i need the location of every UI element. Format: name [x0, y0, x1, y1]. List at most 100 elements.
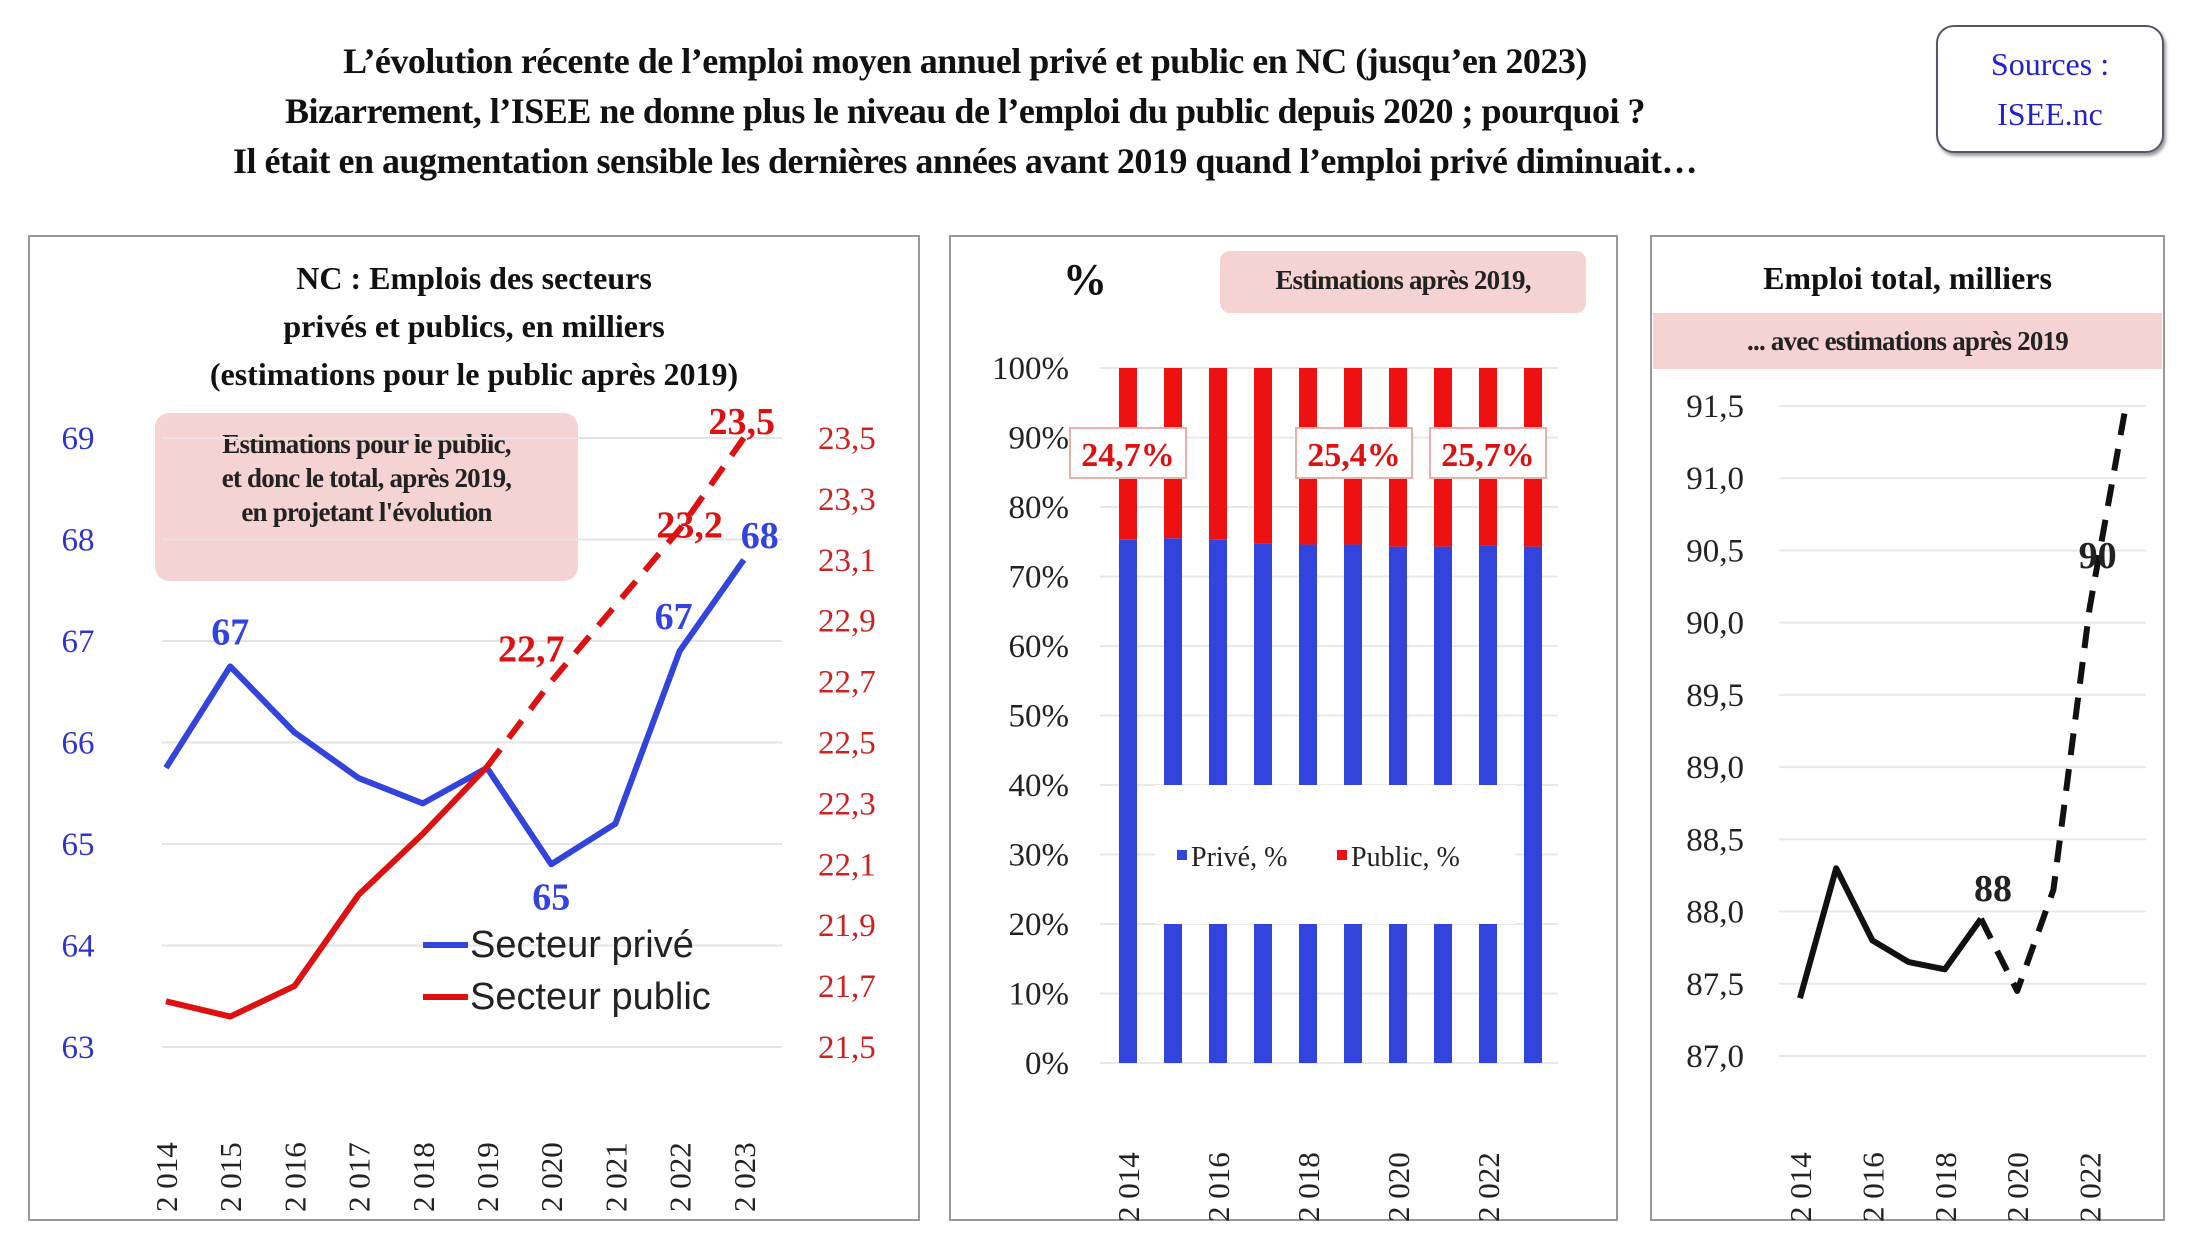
legend-label: Public, %: [1351, 842, 1460, 873]
y-axis-tick-label: 80%: [1009, 490, 1070, 526]
legend-label: Privé, %: [1191, 842, 1287, 873]
x-axis-tick-label: 2 022: [2073, 1152, 2108, 1222]
line-secteur-public: [165, 764, 490, 1020]
y-axis-tick-label: 70%: [1009, 560, 1070, 596]
legend-swatch: [1177, 850, 1187, 860]
data-label: 25,4%: [1307, 437, 1401, 474]
y-axis-tick-label: 60%: [1009, 629, 1070, 665]
y-axis-tick-label: 87,0: [1686, 1039, 1744, 1075]
line-secteur-priv-: [163, 558, 747, 868]
y-axis-tick-label: 90%: [1009, 421, 1070, 457]
y-axis-tick-label: 89,0: [1686, 750, 1744, 786]
right-axis-tick-label: 22,7: [818, 665, 876, 701]
y-axis-tick-label: 50%: [1009, 699, 1070, 735]
right-axis-tick-label: 23,1: [818, 543, 876, 579]
legend-swatch: [1337, 850, 1347, 860]
data-label: 88: [1974, 868, 2012, 910]
data-label: 67: [655, 596, 693, 638]
data-label: 65: [532, 876, 570, 918]
chart1-title-line: NC : Emplois des secteurs: [296, 260, 652, 296]
panel-private-public: [28, 235, 920, 1221]
x-axis-tick-label: 2 016: [1855, 1152, 1890, 1222]
y-axis-tick-label: 88,5: [1686, 822, 1744, 858]
left-axis-tick-label: 65: [62, 827, 95, 863]
data-label: 90: [2079, 535, 2117, 577]
data-label: 24,7%: [1081, 437, 1175, 474]
panel-shares: [949, 235, 1618, 1221]
x-axis-tick-label: 2 018: [1928, 1152, 1963, 1222]
chart1-title-line: (estimations pour le public après 2019): [209, 356, 739, 392]
x-axis-tick-label: 2 023: [727, 1142, 762, 1212]
right-axis-tick-label: 22,3: [818, 786, 876, 822]
data-label: 22,7: [498, 629, 565, 671]
x-axis-tick-label: 2 020: [2000, 1152, 2035, 1222]
line-secteur-public-estimated: [484, 436, 747, 769]
page-title-line-2: Bizarrement, l’ISEE ne donne plus le niv…: [285, 91, 1645, 131]
right-axis-tick-label: 22,9: [818, 604, 876, 640]
x-axis-tick-label: 2 020: [1381, 1152, 1416, 1222]
y-axis-tick-label: 89,5: [1686, 678, 1744, 714]
left-axis-tick-label: 63: [62, 1030, 95, 1066]
bar-prive: [1524, 546, 1542, 1063]
chart1-annotation: Estimations pour le public, et donc le t…: [155, 413, 578, 581]
x-axis-tick-label: 2 017: [342, 1142, 377, 1212]
annotation-line: et donc le total, après 2019,: [221, 463, 512, 493]
x-axis-tick-label: 2 018: [406, 1142, 441, 1212]
y-axis-tick-label: 91,0: [1686, 461, 1744, 497]
y-axis-tick-label: 88,0: [1686, 895, 1744, 931]
y-axis-tick-label: 90,0: [1686, 606, 1744, 642]
chart2-note: Estimations après 2019,: [1220, 251, 1586, 313]
y-axis-tick-label: 91,5: [1686, 389, 1744, 425]
right-axis-tick-label: 21,7: [818, 969, 876, 1005]
x-axis-tick-label: 2 022: [663, 1142, 698, 1212]
x-axis-tick-label: 2 022: [1471, 1152, 1506, 1222]
data-label: 23,5: [709, 401, 776, 443]
x-axis-tick-label: 2 018: [1291, 1152, 1326, 1222]
sources-box: Sources : ISEE.nc: [1936, 25, 2164, 153]
y-axis-tick-label: 100%: [992, 351, 1069, 387]
chart3-title: Emploi total, milliers: [1763, 260, 2052, 296]
left-axis-tick-label: 66: [62, 726, 95, 762]
page-title-line-3: Il était en augmentation sensible les de…: [233, 141, 1697, 181]
data-label-box: [1295, 427, 1413, 479]
x-axis-tick-label: 2 015: [213, 1142, 248, 1212]
y-axis-tick-label: 40%: [1009, 768, 1070, 804]
x-axis-tick-label: 2 019: [470, 1142, 505, 1212]
chart2-title: %: [1063, 255, 1107, 304]
x-axis-tick-label: 2 014: [1111, 1152, 1146, 1222]
right-axis-tick-label: 22,1: [818, 847, 876, 883]
chart3-note: ... avec estimations après 2019: [1653, 313, 2162, 369]
x-axis-tick-label: 2 016: [277, 1142, 312, 1212]
y-axis-tick-label: 90,5: [1686, 533, 1744, 569]
x-axis-tick-label: 2 016: [1201, 1152, 1236, 1222]
x-axis-tick-label: 2 020: [534, 1142, 569, 1212]
right-axis-tick-label: 21,9: [818, 908, 876, 944]
line-emploi-total: [1797, 865, 1984, 1000]
sources-label: Sources :: [1990, 46, 2110, 82]
right-axis-tick-label: 22,5: [818, 726, 876, 762]
x-axis-tick-label: 2 021: [598, 1142, 633, 1212]
data-label: 68: [741, 515, 779, 557]
y-axis-tick-label: 30%: [1009, 838, 1070, 874]
sources-value: ISEE.nc: [1997, 96, 2103, 132]
legend-label: Secteur public: [470, 976, 711, 1018]
data-label: 25,7%: [1441, 437, 1535, 474]
x-axis-tick-label: 2 014: [149, 1142, 184, 1212]
left-axis-tick-label: 69: [62, 421, 95, 457]
legend-label: Secteur privé: [470, 924, 694, 966]
legend-background: [1155, 785, 1515, 924]
left-axis-tick-label: 68: [62, 523, 95, 559]
bar-prive: [1119, 539, 1137, 1063]
chart1-title: NC : Emplois des secteurs privés et publ…: [30, 254, 918, 398]
right-axis-tick-label: 21,5: [818, 1030, 876, 1066]
y-axis-tick-label: 0%: [1025, 1046, 1069, 1082]
bar-public: [1209, 368, 1227, 540]
right-axis-tick-label: 23,5: [818, 421, 876, 457]
data-label: 67: [211, 611, 249, 653]
left-axis-tick-label: 67: [62, 624, 95, 660]
chart1-title-line: privés et publics, en milliers: [283, 308, 665, 344]
bar-public: [1254, 368, 1272, 544]
data-label-box: [1069, 427, 1187, 479]
data-label-box: [1429, 427, 1547, 479]
y-axis-tick-label: 87,5: [1686, 967, 1744, 1003]
